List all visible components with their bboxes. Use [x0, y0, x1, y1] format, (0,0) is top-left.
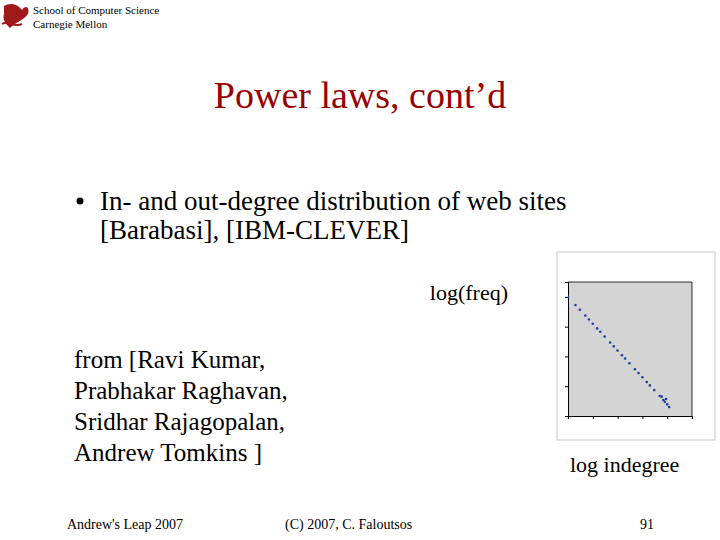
credit-text: Andrew Tomkins ] [74, 439, 262, 466]
y-tick-mark [565, 327, 568, 328]
y-tick [565, 297, 568, 298]
point [628, 362, 631, 365]
x-tick-mark [667, 416, 668, 419]
point [663, 400, 666, 403]
point [666, 403, 669, 406]
x-tick-mark [593, 416, 594, 419]
point [609, 341, 612, 344]
x-tick [618, 416, 619, 419]
bullet-text: [Barabasi], [IBM-CLEVER] [100, 215, 409, 245]
y-tick [565, 327, 568, 328]
point [665, 398, 668, 401]
point [668, 406, 671, 409]
point [574, 304, 577, 307]
footer-left: Andrew's Leap 2007 [67, 517, 183, 532]
x-tick-mark [692, 416, 693, 419]
point [653, 389, 656, 392]
credit-text: Prabhakar Raghavan, [74, 377, 288, 404]
point [645, 381, 648, 384]
x-tick [642, 416, 643, 419]
x-tick-mark [642, 416, 643, 419]
point [596, 327, 599, 330]
bullet-dot [77, 198, 84, 205]
inset-frame [557, 252, 715, 440]
x-axis-line [569, 417, 693, 420]
point [568, 296, 569, 299]
point [584, 314, 587, 317]
point [616, 349, 619, 352]
y-tick [565, 386, 568, 387]
y-tick [565, 356, 568, 357]
y-tick [565, 416, 568, 417]
page-number: 91 [640, 517, 654, 532]
point [599, 330, 602, 333]
y-axis-line [565, 283, 569, 417]
x-tick [593, 416, 594, 419]
point [588, 318, 591, 321]
y-axis [565, 283, 569, 417]
credit-text: Sridhar Rajagopalan, [74, 408, 285, 435]
point [624, 357, 627, 360]
logo-tail [2, 23, 22, 25]
point [641, 376, 644, 379]
point [603, 335, 606, 338]
points [568, 296, 670, 409]
point [621, 354, 624, 357]
plot-area [568, 282, 692, 416]
point [634, 368, 637, 371]
header-text: Carnegie Mellon [33, 18, 108, 30]
point [612, 345, 615, 348]
y-tick-mark [565, 416, 568, 417]
footer-center: (C) 2007, C. Faloutsos [285, 517, 412, 533]
plot-frame [568, 282, 692, 416]
y-caption: log(freq) [430, 280, 508, 305]
point [579, 308, 582, 311]
point [649, 384, 652, 387]
header-text: School of Computer Science [33, 4, 159, 16]
title: Power laws, cont’d [214, 74, 506, 116]
y-tick-mark [565, 297, 568, 298]
credit-text: from [Ravi Kumar, [74, 346, 265, 373]
slide: School of Computer Science Carnegie Mello… [0, 0, 720, 540]
logo [2, 4, 29, 28]
bullet-text: In- and out-degree distribution of web s… [100, 186, 566, 216]
point [592, 322, 595, 325]
x-caption: log indegree [570, 452, 679, 477]
x-tick [667, 416, 668, 419]
point [637, 372, 640, 375]
y-tick-mark [565, 356, 568, 357]
x-axis [569, 416, 693, 419]
y-tick-mark [565, 386, 568, 387]
x-tick [692, 416, 693, 419]
point [660, 395, 663, 398]
x-tick-mark [618, 416, 619, 419]
